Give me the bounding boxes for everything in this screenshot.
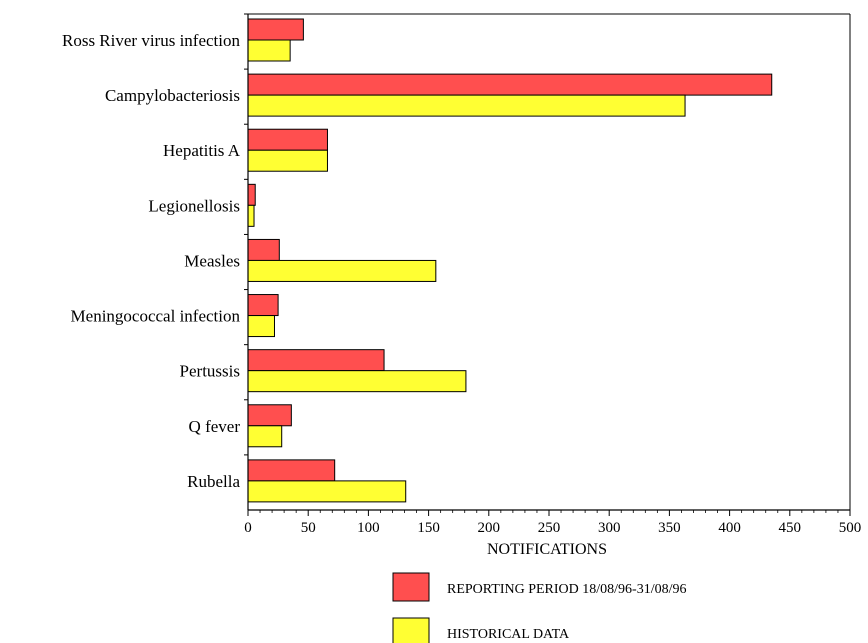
x-tick-label: 50 [301,520,316,536]
x-tick-label: 300 [598,520,621,536]
x-tick-label: 0 [244,520,252,536]
legend: REPORTING PERIOD 18/08/96-31/08/96 HISTOR… [392,572,687,643]
category-label: Rubella [187,472,240,491]
bar-reporting-3 [247,183,256,206]
category-label: Q fever [189,417,241,436]
category-label: Hepatitis A [163,141,241,160]
bar-reporting-6 [247,349,385,372]
bar-reporting-2 [247,128,328,151]
x-tick-label: 450 [779,520,802,536]
bar-historical-6 [247,370,467,393]
axes-group: 0 50 100 150 200 250 300 350 400 450 500 [244,13,862,536]
x-tick-label: 400 [718,520,741,536]
bar-historical-8 [247,480,407,503]
bar-reporting-5 [247,294,279,317]
bar-historical-1 [247,94,686,117]
category-label: Pertussis [180,362,240,381]
bar-reporting-7 [247,404,292,427]
legend-swatch-0 [392,572,430,602]
bar-historical-5 [247,315,275,338]
bar-reporting-4 [247,238,280,261]
legend-swatch-1 [392,617,430,643]
bar-reporting-0 [247,18,304,41]
x-tick-label: 200 [478,520,501,536]
legend-label-0: REPORTING PERIOD 18/08/96-31/08/96 [447,582,687,597]
category-label: Measles [184,251,240,270]
category-labels: Ross River virus infection Campylobacteri… [62,31,241,491]
category-label: Campylobacteriosis [105,86,240,105]
x-tick-label: 100 [357,520,380,536]
x-axis-title: NOTIFICATIONS [487,541,607,558]
x-tick-label: 350 [658,520,681,536]
x-tick-label: 250 [538,520,561,536]
bar-reporting-8 [247,459,336,482]
x-tick-label: 500 [839,520,862,536]
legend-label-1: HISTORICAL DATA [447,627,570,642]
bar-historical-7 [247,425,283,448]
bar-historical-4 [247,259,437,282]
category-label: Ross River virus infection [62,31,241,50]
bar-historical-2 [247,149,328,172]
category-label: Legionellosis [148,196,240,215]
bars-group [247,18,773,503]
category-label: Meningococcal infection [71,307,241,326]
bar-reporting-1 [247,73,773,96]
bar-historical-3 [247,204,255,227]
x-tick-label: 150 [417,520,440,536]
bar-historical-0 [247,39,291,62]
